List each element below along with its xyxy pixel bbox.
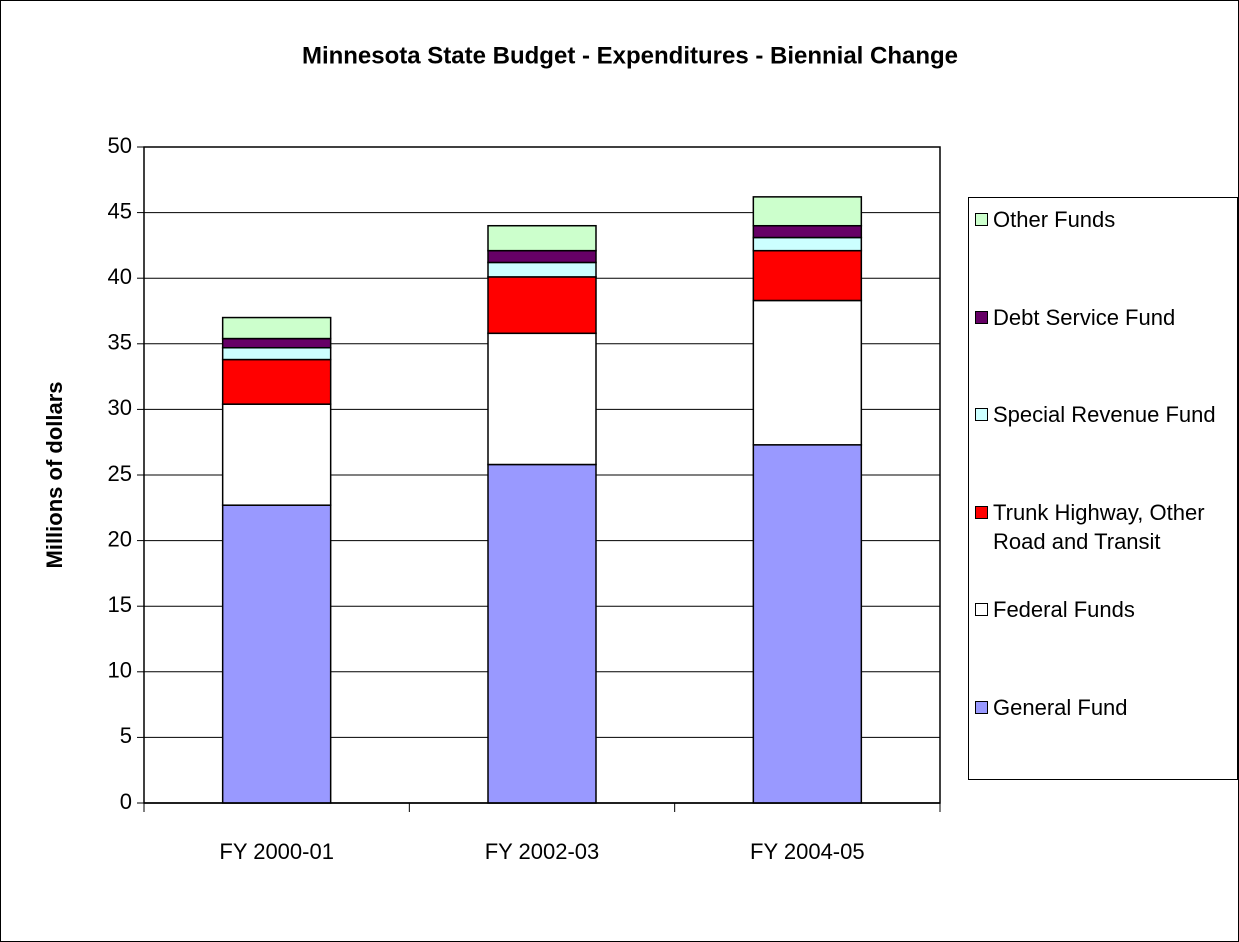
legend-swatch <box>975 310 988 324</box>
bar-segment <box>221 337 332 349</box>
bar-segment <box>752 196 863 227</box>
legend-label: Other Funds <box>993 207 1116 232</box>
y-tick-label: 25 <box>108 461 132 486</box>
bar-segment <box>487 224 597 252</box>
bar-segment <box>752 299 863 446</box>
bar-segment <box>752 444 863 804</box>
legend-swatch <box>975 700 988 714</box>
legend-swatch <box>975 213 988 226</box>
legend-swatch <box>975 603 988 616</box>
x-tick-label: FY 2002-03 <box>485 839 600 864</box>
bar-segment <box>487 276 597 335</box>
y-tick-label: 35 <box>108 330 132 355</box>
y-axis-label: Millions of dollars <box>42 381 67 568</box>
bar-segment <box>752 236 863 252</box>
bar-segment <box>752 224 863 239</box>
chart-title: Minnesota State Budget - Expenditures - … <box>302 42 958 69</box>
bar-segment <box>221 403 332 506</box>
bar-segment <box>221 346 332 361</box>
legend-swatch <box>975 505 988 519</box>
legend-label: Debt Service Fund <box>993 304 1176 330</box>
legend-label: Federal Funds <box>993 597 1135 622</box>
bar-segment <box>221 358 332 405</box>
y-tick-label: 0 <box>120 789 132 814</box>
y-tick-label: 15 <box>108 592 132 617</box>
bar-segment <box>221 504 332 804</box>
bar-segment <box>487 463 597 804</box>
legend-swatch <box>975 408 988 421</box>
legend-label: General Fund <box>993 694 1128 720</box>
legend-label: Special Revenue Fund <box>993 402 1216 427</box>
legend-label: Trunk Highway, Other Road and Transit <box>993 499 1205 554</box>
x-tick-label: FY 2004-05 <box>750 839 865 864</box>
legend: General Fund Federal Funds Trunk Highway, … <box>968 197 1238 780</box>
y-tick-label: 5 <box>120 723 132 748</box>
y-tick-label: 45 <box>108 198 132 223</box>
y-tick-label: 30 <box>108 395 132 420</box>
bar-segment <box>752 249 863 302</box>
y-tick-label: 10 <box>108 658 132 683</box>
y-tick-label: 50 <box>108 133 132 158</box>
bar-segment <box>487 332 597 466</box>
x-tick-label: FY 2000-01 <box>219 839 334 864</box>
bar-segment <box>487 261 597 278</box>
bar-segment <box>487 249 597 264</box>
y-tick-label: 40 <box>108 264 132 289</box>
y-tick-label: 20 <box>108 526 132 551</box>
bar-segment <box>221 316 332 340</box>
